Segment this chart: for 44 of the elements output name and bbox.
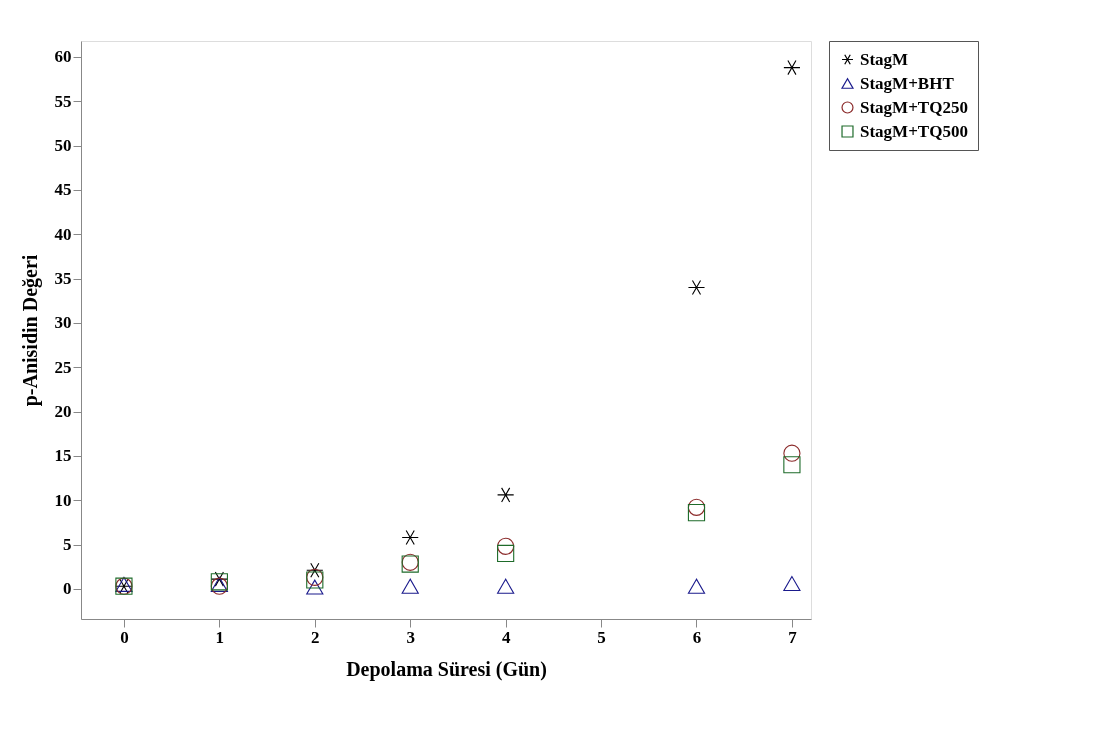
point	[401, 578, 419, 594]
y-tick-label: 30	[54, 313, 72, 333]
x-tick-label: 5	[597, 627, 606, 647]
point	[401, 529, 419, 546]
point	[306, 579, 324, 595]
point	[497, 578, 515, 594]
y-tick-label: 10	[54, 490, 72, 510]
point	[306, 562, 324, 578]
point	[687, 498, 706, 516]
point	[783, 444, 801, 462]
y-tick-label: 35	[54, 269, 72, 289]
y-tick-label: 45	[54, 180, 72, 200]
legend-label: StagM	[860, 49, 909, 69]
y-tick-label: 20	[54, 402, 72, 422]
legend-label: StagM+TQ500	[860, 121, 968, 141]
y-tick-label: 60	[54, 47, 72, 67]
x-tick-label: 1	[215, 627, 225, 647]
point	[497, 544, 515, 563]
y-tick-label: 0	[63, 579, 72, 599]
x-tick-label: 3	[406, 627, 415, 647]
point	[783, 576, 801, 592]
y-axis-title: p-Anisidin Değeri	[18, 254, 42, 407]
x-tick-label: 6	[692, 627, 702, 647]
legend-label: StagM+TQ250	[860, 97, 968, 117]
y-tick-label: 55	[54, 91, 72, 111]
point	[687, 578, 706, 594]
y-tick-label: 5	[63, 535, 72, 555]
x-tick-label: 0	[120, 627, 129, 647]
y-tick-label: 50	[54, 136, 72, 156]
point	[210, 571, 228, 587]
y-tick-label: 15	[54, 446, 72, 466]
point	[687, 504, 706, 522]
point	[687, 279, 706, 296]
point	[783, 456, 801, 474]
x-tick-label: 4	[501, 627, 511, 647]
x-axis-title: Depolama Süresi (Gün)	[346, 657, 547, 681]
x-tick-label: 2	[311, 627, 320, 647]
y-tick-label: 25	[54, 357, 72, 377]
point	[497, 487, 515, 503]
y-tick-label: 40	[54, 224, 72, 244]
x-tick-label: 7	[788, 627, 798, 647]
point	[783, 60, 801, 76]
legend-label: StagM+BHT	[860, 73, 955, 93]
point	[497, 537, 515, 555]
